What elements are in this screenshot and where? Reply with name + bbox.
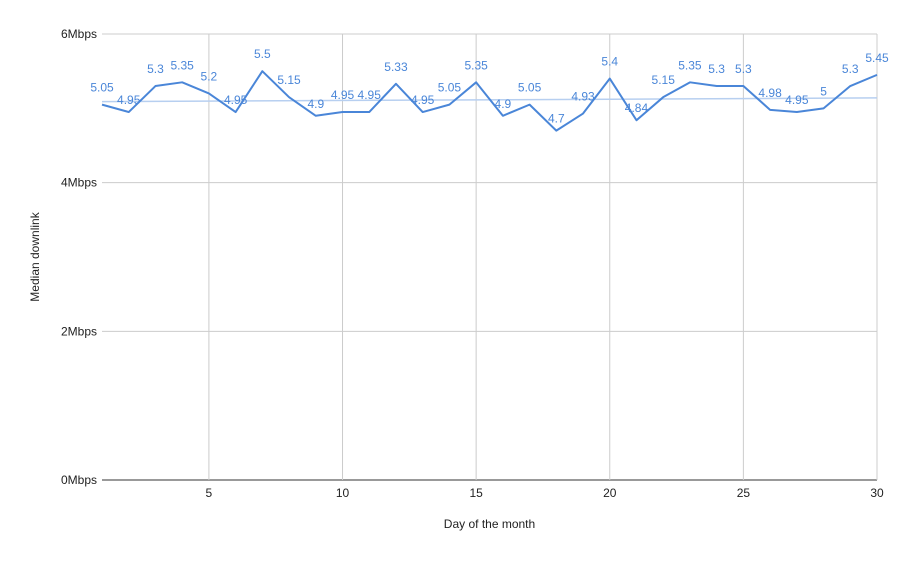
data-label: 5.05 [518, 81, 542, 95]
data-label: 5.35 [678, 58, 702, 72]
data-label: 4.7 [548, 112, 565, 126]
x-tick-label: 25 [737, 486, 751, 500]
data-label: 5.33 [384, 60, 408, 74]
data-label: 5.05 [90, 81, 114, 95]
y-axis-title: Median downlink [28, 211, 42, 301]
data-label: 4.95 [358, 88, 382, 102]
x-tick-label: 5 [206, 486, 213, 500]
x-tick-label: 10 [336, 486, 350, 500]
series-layer [101, 70, 878, 132]
data-label: 5.05 [438, 81, 462, 95]
data-label: 4.84 [625, 101, 649, 115]
data-label: 4.9 [495, 97, 512, 111]
y-tick-label: 6Mbps [61, 27, 97, 41]
data-label: 4.95 [411, 93, 435, 107]
data-label: 4.9 [307, 97, 324, 111]
data-label: 4.93 [571, 90, 595, 104]
data-label: 5.3 [708, 62, 725, 76]
data-label: 5.15 [277, 73, 301, 87]
y-tick-label: 0Mbps [61, 473, 97, 487]
y-tick-label: 2Mbps [61, 324, 97, 338]
axis-layer: 0Mbps 2Mbps 4Mbps 6Mbps 5 10 15 20 25 30 [61, 27, 884, 500]
x-tick-label: 20 [603, 486, 617, 500]
data-label: 5.3 [735, 62, 752, 76]
data-label: 5.45 [865, 51, 889, 65]
data-label: 5.3 [147, 62, 164, 76]
data-label: 4.95 [224, 93, 248, 107]
x-tick-label: 30 [870, 486, 884, 500]
data-label: 5.15 [652, 73, 676, 87]
data-label: 5.5 [254, 47, 271, 61]
data-label: 5.35 [464, 58, 488, 72]
data-label: 4.95 [331, 88, 355, 102]
x-axis-title: Day of the month [444, 517, 535, 531]
data-label-layer: 5.054.955.3 5.355.24.955.55.154.94.95 4.95… [90, 47, 889, 125]
data-label: 5 [820, 84, 827, 98]
data-label: 5.3 [842, 62, 859, 76]
series-line [101, 70, 878, 132]
data-label: 5.2 [201, 69, 218, 83]
data-label: 4.95 [785, 93, 809, 107]
data-label: 4.98 [758, 86, 782, 100]
x-tick-label: 15 [469, 486, 483, 500]
data-label: 5.4 [601, 55, 618, 69]
grid-layer [102, 33, 878, 481]
y-tick-label: 4Mbps [61, 176, 97, 190]
data-label: 4.95 [117, 93, 141, 107]
data-label: 5.35 [170, 58, 194, 72]
